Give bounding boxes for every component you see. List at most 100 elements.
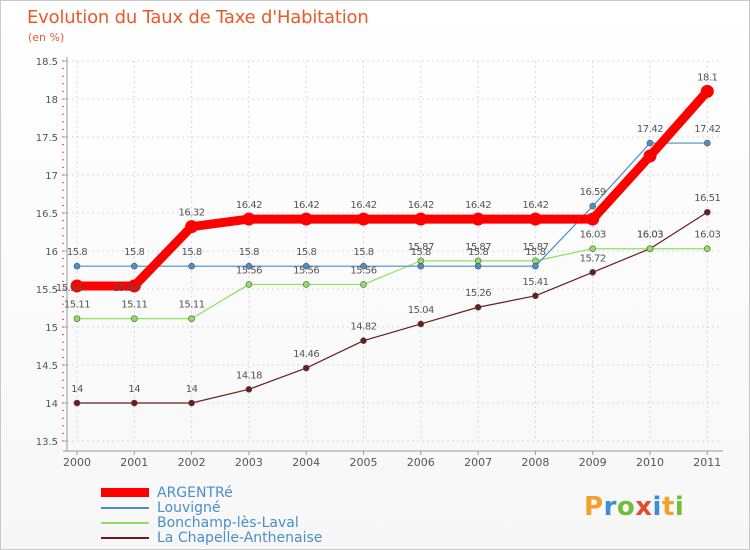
data-point (532, 292, 539, 300)
data-point (589, 245, 597, 253)
data-point (302, 281, 310, 288)
data-point (302, 262, 310, 270)
data-label: 15.04 (408, 305, 434, 316)
data-point (703, 208, 711, 216)
data-point (589, 268, 597, 276)
data-label: 15.72 (580, 253, 606, 264)
x-tick-label: 2001 (120, 456, 148, 469)
legend-swatch (101, 521, 149, 524)
data-label: 15.8 (468, 247, 488, 258)
x-tick-label: 2006 (407, 456, 435, 469)
y-tick-label: 14.5 (36, 361, 58, 372)
proxiti-logo: Proxiti (584, 492, 685, 522)
data-point (185, 220, 199, 234)
data-label: 17.42 (637, 124, 663, 135)
legend-label: Bonchamp-lès-Laval (157, 514, 299, 531)
y-tick-label: 18.5 (36, 57, 58, 68)
data-point (131, 399, 138, 407)
x-tick-label: 2008 (521, 456, 549, 469)
data-point (242, 212, 256, 226)
data-label: 15.54 (56, 283, 82, 294)
x-tick-label: 2002 (178, 456, 206, 469)
legend-swatch (101, 536, 149, 539)
data-point (73, 399, 81, 407)
data-point (188, 315, 195, 322)
series-line (76, 211, 708, 404)
data-point (586, 212, 600, 226)
data-label: 18.1 (697, 72, 717, 83)
data-label: 14.82 (350, 322, 376, 333)
data-label: 16.42 (350, 200, 376, 211)
data-point (73, 315, 81, 322)
data-label: 15.11 (64, 300, 90, 311)
data-label: 15.87 (465, 242, 491, 253)
data-point (188, 262, 195, 270)
data-point (131, 315, 138, 322)
data-label: 15.8 (296, 247, 316, 258)
data-point (357, 212, 370, 226)
data-label: 16.42 (408, 200, 434, 211)
data-label: 15.8 (67, 247, 87, 258)
data-point (646, 139, 654, 147)
y-tick-label: 15 (45, 323, 58, 334)
y-tick-label: 14 (45, 399, 58, 410)
y-tick-label: 13.5 (36, 437, 58, 448)
legend-swatch (101, 506, 149, 509)
y-tick-label: 15.5 (36, 285, 58, 296)
data-label: 14 (128, 384, 140, 395)
legend-item: ARGENTRé (101, 485, 322, 500)
data-label: 15.87 (522, 242, 548, 253)
data-label: 16.03 (580, 230, 606, 241)
data-point (245, 281, 253, 288)
data-point (360, 281, 367, 288)
data-label: 17.42 (694, 124, 720, 135)
data-label: 16.42 (293, 200, 319, 211)
legend-item: Bonchamp-lès-Laval (101, 515, 322, 530)
data-label: 16.03 (694, 230, 720, 241)
y-tick-label: 16 (45, 247, 58, 258)
data-label: 15.8 (124, 247, 144, 258)
data-point (700, 84, 714, 98)
data-point (703, 139, 711, 147)
data-point (188, 399, 195, 407)
chart-title: Evolution du Taux de Taxe d'Habitation (27, 7, 369, 28)
data-label: 16.42 (522, 200, 548, 211)
data-point (474, 303, 482, 311)
data-label: 16.42 (236, 200, 262, 211)
data-label: 15.54 (113, 283, 139, 294)
x-tick-label: 2003 (235, 456, 263, 469)
data-label: 15.41 (522, 277, 548, 288)
x-tick-label: 2007 (464, 456, 492, 469)
data-point (417, 320, 425, 328)
series-line (72, 86, 712, 291)
data-label: 15.8 (239, 247, 259, 258)
data-label: 16.42 (465, 200, 491, 211)
x-tick-label: 2010 (636, 456, 664, 469)
series-line (76, 248, 708, 320)
x-tick-label: 2000 (63, 456, 91, 469)
data-label: 15.8 (411, 247, 431, 258)
data-label: 15.8 (353, 247, 373, 258)
data-label: 16.03 (637, 230, 663, 241)
data-point (474, 262, 482, 270)
data-point (417, 262, 425, 270)
x-tick-label: 2004 (292, 456, 320, 469)
data-label: 15.56 (350, 265, 376, 276)
data-point (414, 212, 428, 226)
data-point (471, 212, 485, 226)
data-point (73, 262, 81, 270)
y-tick-label: 17 (45, 171, 58, 182)
data-point (360, 337, 367, 344)
x-tick-label: 2005 (350, 456, 378, 469)
legend-swatch (101, 488, 149, 497)
data-label: 14 (186, 384, 198, 395)
data-label: 16.51 (694, 193, 720, 204)
y-tick-label: 17.5 (36, 133, 58, 144)
data-point (127, 279, 141, 293)
chart-legend: ARGENTRé Louvigné Bonchamp-lès-Laval La Cha… (101, 485, 322, 545)
data-point (646, 245, 654, 253)
data-label: 15.8 (181, 247, 201, 258)
data-label: 16.32 (179, 208, 205, 219)
